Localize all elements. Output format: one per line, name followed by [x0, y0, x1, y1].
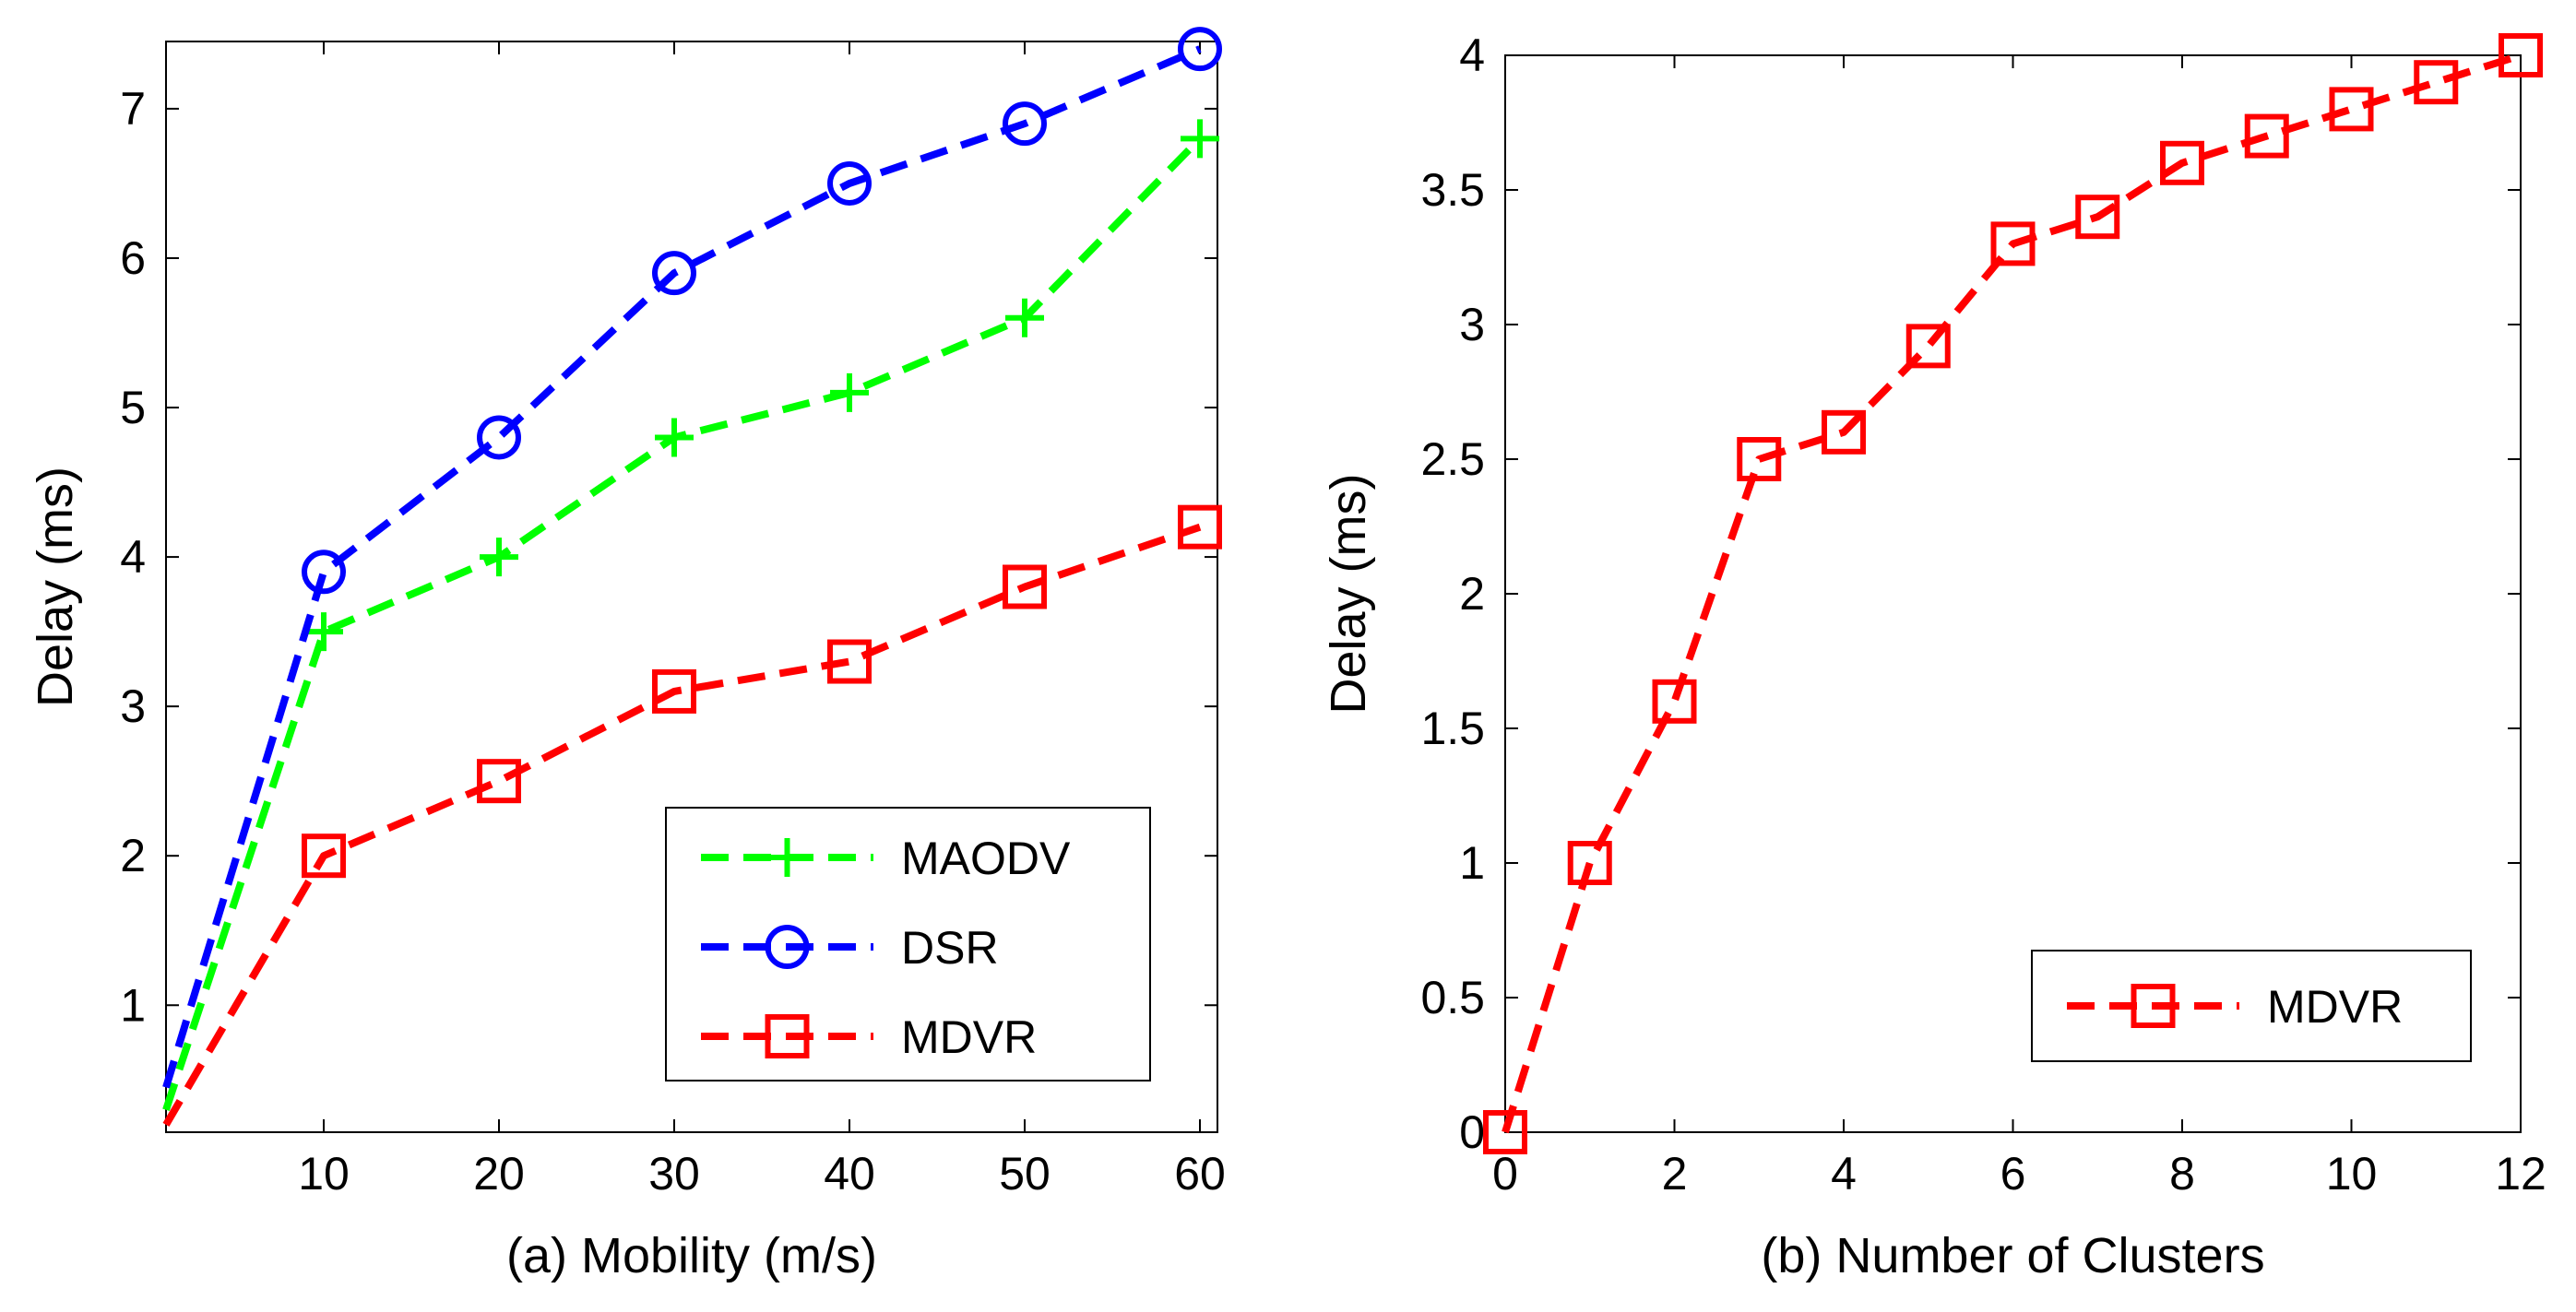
series-line-mdvr — [1502, 52, 2523, 1134]
x-tick-label: 6 — [2000, 1148, 2026, 1200]
data-point-dsr — [477, 415, 521, 460]
series-maodv — [162, 119, 1219, 1111]
legend-label-maodv: MAODV — [901, 833, 1071, 884]
series-line-mdvr — [162, 523, 1202, 1127]
legend-marker-maodv — [767, 838, 807, 877]
y-tick-label: 0 — [1459, 1106, 1485, 1158]
data-point-mdvr — [652, 668, 696, 714]
data-point-mdvr — [1905, 324, 1951, 369]
plot-frame — [165, 41, 1218, 1133]
y-tick-label: 4 — [1459, 30, 1485, 81]
y-tick-label: 5 — [120, 382, 146, 433]
data-point-mdvr — [477, 759, 521, 804]
data-point-mdvr — [1737, 437, 1782, 481]
y-axis-title: Delay (ms) — [28, 467, 83, 707]
y-tick-label: 2 — [120, 830, 146, 881]
legend: MDVR — [2031, 950, 2472, 1062]
legend-marker-mdvr — [765, 1014, 810, 1058]
legend: MAODV DSR MDVR — [665, 807, 1151, 1082]
y-axis-title: Delay (ms) — [1321, 473, 1376, 714]
series-mdvr — [1483, 33, 2543, 1154]
y-tick-label: 3.5 — [1420, 164, 1485, 216]
legend-label-dsr: DSR — [901, 922, 999, 974]
data-point-maodv — [304, 612, 343, 652]
data-point-mdvr — [1003, 564, 1047, 609]
data-point-dsr — [652, 251, 696, 296]
x-tick-label: 50 — [999, 1148, 1051, 1200]
y-tick-label: 2 — [1459, 568, 1485, 620]
data-point-mdvr — [1990, 221, 2036, 266]
series-mdvr — [162, 504, 1222, 1127]
series-line-dsr — [162, 45, 1202, 1089]
x-tick-label: 4 — [1831, 1148, 1857, 1200]
data-point-mdvr — [1822, 409, 1866, 455]
legend-label-mdvr: MDVR — [901, 1011, 1037, 1063]
y-tick-label: 3 — [120, 680, 146, 732]
y-tick-label: 1.5 — [1420, 703, 1485, 754]
y-tick-label: 1 — [1459, 837, 1485, 889]
x-tick-label: 20 — [473, 1148, 525, 1200]
legend-marker-dsr — [765, 925, 810, 969]
chart-panel-b: 0 2 4 6 8 10 12 0 0.5 1 1.5 2 2.5 3 3.5 4 (b) Number of … — [1321, 30, 2546, 1283]
data-point-dsr — [827, 160, 872, 206]
data-point-mdvr — [1178, 504, 1222, 550]
data-point-mdvr — [1652, 679, 1697, 724]
y-tick-label: 2.5 — [1420, 433, 1485, 485]
y-tick-label: 6 — [120, 232, 146, 284]
data-point-maodv — [830, 372, 869, 412]
series-dsr — [162, 27, 1222, 1089]
y-tick-label: 0.5 — [1420, 972, 1485, 1023]
x-tick-label: 8 — [2169, 1148, 2195, 1200]
y-tick-label: 4 — [120, 531, 146, 583]
data-point-maodv — [655, 418, 694, 457]
data-point-mdvr — [2075, 195, 2120, 240]
legend-label-mdvr: MDVR — [2267, 981, 2403, 1033]
y-tick-label: 7 — [120, 83, 146, 135]
y-tick-label: 3 — [1459, 299, 1485, 350]
data-point-dsr — [1178, 27, 1222, 72]
data-point-mdvr — [1483, 1110, 1527, 1154]
data-point-mdvr — [827, 639, 872, 684]
x-tick-label: 0 — [1492, 1148, 1518, 1200]
x-tick-label: 12 — [2495, 1148, 2546, 1200]
data-point-mdvr — [2414, 60, 2459, 105]
x-axis-title: (b) Number of Clusters — [1761, 1228, 2264, 1283]
data-point-mdvr — [2244, 113, 2289, 159]
x-tick-label: 40 — [824, 1148, 875, 1200]
data-point-dsr — [1003, 101, 1047, 147]
data-point-mdvr — [2160, 140, 2204, 185]
data-point-mdvr — [1567, 841, 1612, 885]
x-tick-label: 60 — [1174, 1148, 1226, 1200]
data-point-mdvr — [302, 833, 346, 879]
legend-box — [2031, 950, 2472, 1062]
data-point-mdvr — [2329, 87, 2374, 132]
data-point-mdvr — [2499, 33, 2543, 77]
x-tick-label: 10 — [2326, 1148, 2378, 1200]
data-point-dsr — [302, 550, 346, 595]
chart-panel-a: 10 20 30 40 50 60 1 2 3 4 5 6 7 (a) Mobility (m/s) Del… — [28, 27, 1226, 1283]
legend-marker-mdvr — [2131, 984, 2176, 1028]
x-tick-label: 30 — [648, 1148, 700, 1200]
data-point-maodv — [1005, 298, 1044, 337]
y-tick-label: 1 — [120, 979, 146, 1031]
x-axis-title: (a) Mobility (m/s) — [506, 1228, 877, 1283]
data-point-maodv — [1181, 119, 1219, 159]
x-tick-label: 10 — [298, 1148, 350, 1200]
x-tick-label: 2 — [1662, 1148, 1688, 1200]
data-point-maodv — [480, 538, 518, 577]
